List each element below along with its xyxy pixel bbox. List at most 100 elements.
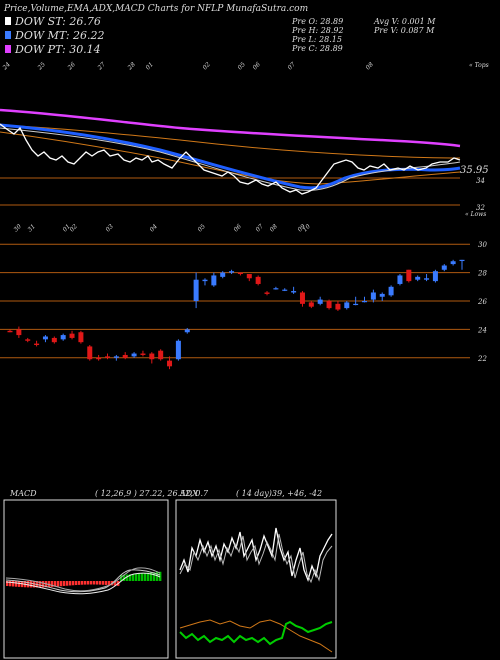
candle-body	[51, 337, 57, 343]
adx-label: ADX	[179, 489, 198, 498]
macd-histogram-bar	[90, 581, 93, 585]
candle-body	[42, 336, 48, 340]
candle-body	[424, 278, 430, 280]
candle	[406, 269, 412, 283]
ema-date-tick: 25	[36, 61, 47, 72]
ema-price-label-35-95: 35.95	[460, 165, 489, 176]
macd-histogram-bar	[147, 572, 150, 581]
candle-body	[96, 357, 102, 360]
macd-params: ( 12,26,9 ) 27.22, 26.52, 0.7	[95, 489, 209, 498]
macd-histogram-bar	[102, 581, 105, 585]
macd-histogram-bar	[144, 573, 147, 581]
candle	[42, 335, 48, 343]
macd-line	[5, 569, 161, 593]
candle	[69, 330, 75, 340]
candle	[255, 275, 261, 286]
lows-label: « Lows	[465, 211, 486, 218]
candle	[282, 288, 288, 292]
candle-body	[397, 275, 403, 284]
macd-histogram-bar	[132, 574, 135, 581]
candle-body	[7, 330, 13, 333]
ema-date-tick: 07	[286, 61, 296, 71]
macd-histogram-bar	[120, 575, 123, 581]
candle	[273, 286, 279, 290]
price-date-tick: 31	[26, 223, 36, 233]
candle-body	[167, 360, 173, 367]
candle	[184, 327, 190, 334]
candle-body	[246, 274, 252, 279]
adx-minus-di-line	[179, 620, 333, 646]
dow-mt-line	[0, 123, 461, 190]
candle-body	[299, 292, 305, 304]
adx-plus-di-line-2	[179, 533, 333, 584]
adx-panel: ADX ( 14 day)39, +46, -42	[175, 489, 337, 659]
candle-body	[432, 271, 438, 282]
candle-body	[131, 353, 137, 357]
ema-date-tick: 02	[201, 61, 211, 71]
price-date-tick: 03	[104, 223, 114, 233]
candle	[450, 259, 456, 266]
macd-histogram-bar	[75, 581, 78, 586]
macd-histogram-bar	[84, 581, 87, 585]
legend-dow-pt: DOW PT: 30.14	[5, 43, 101, 56]
price-date-tick: 04	[148, 223, 158, 233]
macd-histogram-bar	[27, 581, 30, 588]
candle	[415, 275, 421, 282]
macd-histogram-bar	[159, 571, 162, 581]
candle	[193, 272, 199, 309]
macd-histogram-bar	[57, 581, 60, 587]
candle	[149, 352, 155, 364]
stat-close: Pre C: 28.89	[291, 44, 343, 53]
candle	[60, 333, 66, 341]
price-axis-label: 28	[477, 270, 487, 278]
candle	[131, 352, 137, 358]
stat-low: Pre L: 28.15	[291, 35, 342, 44]
candle-body	[344, 302, 350, 309]
legend-dow-pt-label: DOW PT: 30.14	[14, 43, 101, 56]
macd-histogram-bar	[156, 572, 159, 581]
macd-histogram-bar	[69, 581, 72, 586]
adx-params: ( 14 day)39, +46, -42	[236, 489, 322, 498]
price-date-tick: 06	[232, 223, 242, 233]
candle-body	[193, 279, 199, 301]
candle	[158, 349, 164, 361]
candle-body	[282, 289, 288, 291]
candle	[326, 299, 332, 310]
candle-body	[34, 343, 40, 346]
ema-price-label-34: 34	[476, 177, 485, 185]
price-date-tick: 01	[61, 223, 71, 233]
candle	[167, 356, 173, 370]
adx-plus-di-line	[179, 527, 333, 583]
macd-histogram-bar	[78, 581, 81, 585]
macd-histogram-bar	[12, 581, 15, 587]
ema-date-tick: 08	[364, 61, 374, 71]
candle	[441, 264, 447, 272]
ema-panel: 24 25 26 27 28 01 02 05 06 07 08 « Tops 35.95 34 3…	[0, 61, 489, 212]
macd-histogram-bar	[6, 581, 9, 586]
candle	[122, 352, 128, 360]
candle	[459, 259, 465, 270]
candle-body	[450, 261, 456, 265]
macd-histogram-bar	[30, 581, 33, 588]
ema-date-tick: 28	[126, 61, 137, 72]
candle	[34, 340, 40, 347]
candle	[335, 301, 341, 311]
candle-body	[113, 356, 119, 358]
candle	[308, 301, 314, 309]
candle-body	[25, 339, 31, 341]
tops-label: « Tops	[469, 62, 489, 69]
macd-aux-line	[5, 567, 161, 592]
macd-frame	[3, 499, 169, 659]
ema-date-tick: 27	[96, 61, 107, 72]
macd-histogram-bar	[108, 581, 111, 586]
price-axis-label: 30	[478, 241, 487, 249]
macd-histogram-bar	[141, 573, 144, 581]
macd-histogram-bar	[87, 581, 90, 585]
candle-body	[78, 332, 84, 343]
candle	[291, 286, 297, 294]
candle	[202, 278, 208, 286]
macd-histogram-bar	[126, 574, 129, 581]
candle-body	[175, 340, 181, 360]
